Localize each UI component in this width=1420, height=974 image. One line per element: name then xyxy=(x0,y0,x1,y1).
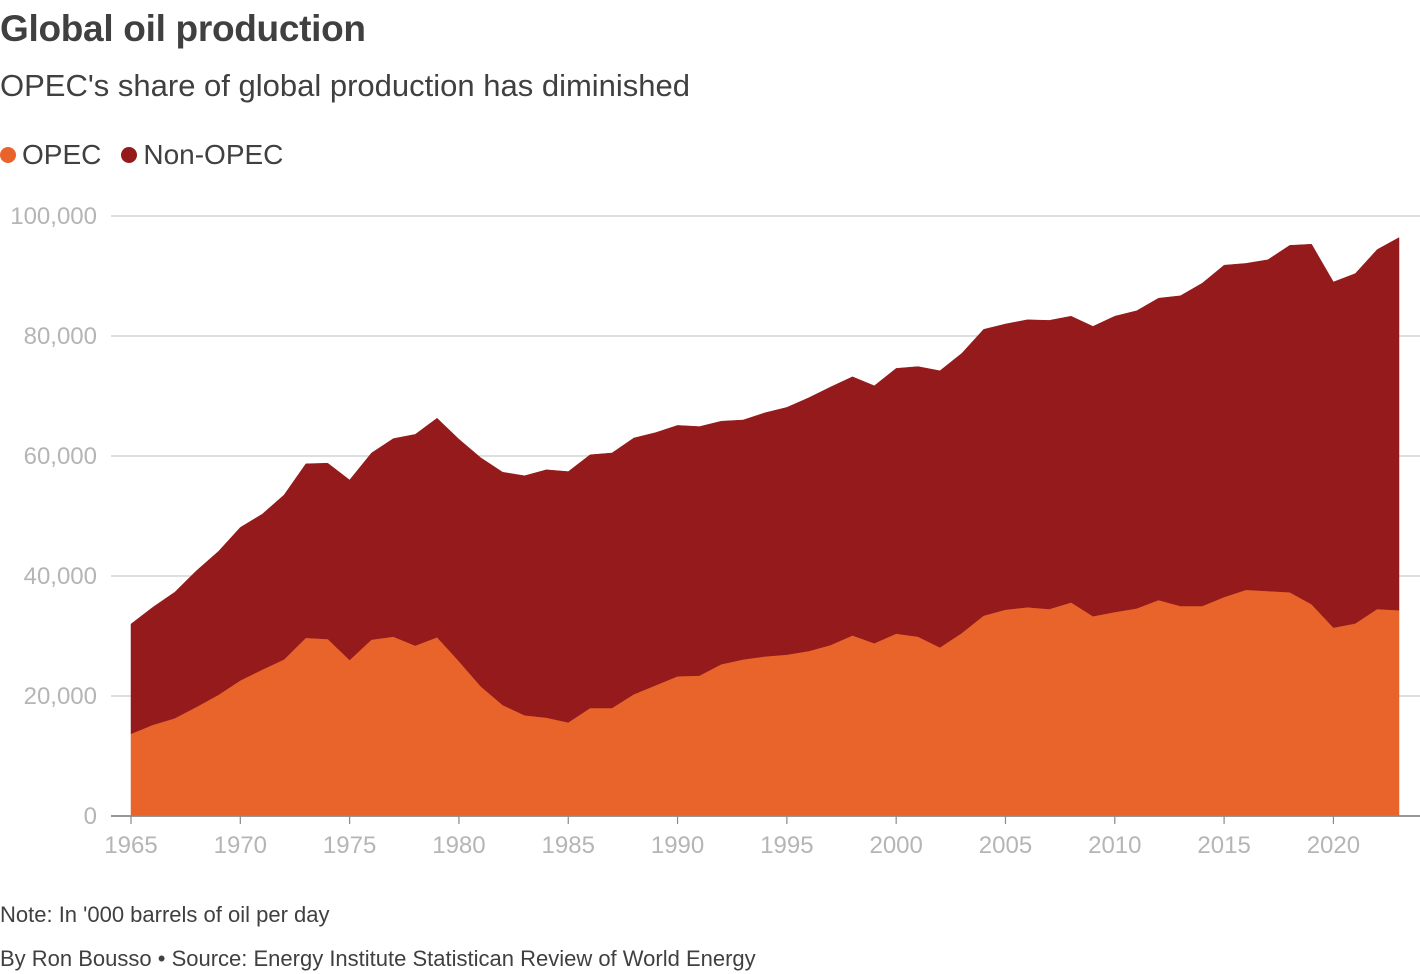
x-tick-label: 1975 xyxy=(323,832,376,859)
x-tick-label: 1970 xyxy=(214,832,267,859)
x-tick-label: 2010 xyxy=(1088,832,1141,859)
legend-item-non-opec: Non-OPEC xyxy=(121,139,283,171)
chart-subtitle: OPEC's share of global production has di… xyxy=(0,68,691,103)
legend-label-opec: OPEC xyxy=(22,139,102,170)
x-tick-label: 1990 xyxy=(651,832,704,859)
y-tick-label: 40,000 xyxy=(24,563,97,590)
area-non-opec xyxy=(130,237,1400,735)
unit-note: Note: In '000 barrels of oil per day xyxy=(0,902,330,927)
x-tick-label: 1965 xyxy=(104,832,157,859)
legend-swatch-opec xyxy=(0,147,16,163)
y-tick-label: 60,000 xyxy=(24,443,97,470)
axes: 0 20,000 40,000 60,000 80,000 100,000 1965 1970… xyxy=(10,203,1420,859)
legend-swatch-non-opec xyxy=(121,147,138,163)
y-tick-label: 0 xyxy=(84,803,97,830)
x-tick-label: 2000 xyxy=(869,832,922,859)
area-chart: 0 20,000 40,000 60,000 80,000 100,000 1965 1970… xyxy=(10,203,1420,859)
source-credit: By Ron Bousso • Source: Energy Institute… xyxy=(0,946,756,971)
x-tick-label: 2005 xyxy=(979,832,1032,859)
y-tick-label: 20,000 xyxy=(24,683,97,710)
x-tick-label: 1995 xyxy=(760,832,813,859)
x-tick-label: 2020 xyxy=(1307,832,1360,859)
x-tick-label: 1980 xyxy=(432,832,485,859)
x-tick-label: 2015 xyxy=(1197,832,1250,859)
legend-label-non-opec: Non-OPEC xyxy=(143,139,284,170)
series-areas xyxy=(130,237,1400,817)
y-tick-label: 100,000 xyxy=(10,203,97,230)
chart-title: Global oil production xyxy=(0,8,366,49)
legend-item-opec: OPEC xyxy=(0,139,101,171)
x-tick-label: 1985 xyxy=(542,832,595,859)
y-tick-label: 80,000 xyxy=(24,323,97,350)
legend: OPEC Non-OPEC xyxy=(0,139,303,171)
